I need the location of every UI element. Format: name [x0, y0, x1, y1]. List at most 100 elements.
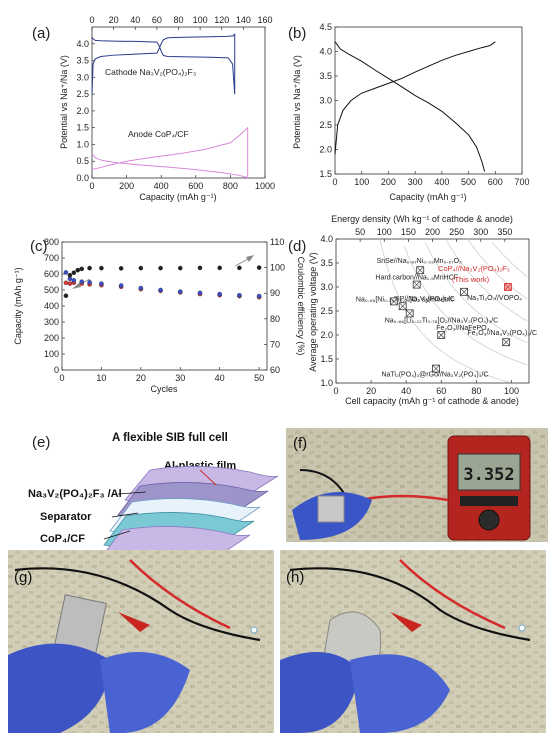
panel-a-xlabel: Capacity (mAh g⁻¹)	[139, 192, 216, 202]
point-coulombic-efficiency	[79, 266, 84, 272]
panel-d-ylabel: Average operating voltage (V)	[308, 252, 318, 371]
b-ytick-label: 1.5	[319, 169, 332, 179]
panel-e-cathode-label: Na₃V₂(PO₄)₂F₃ /Al	[28, 488, 122, 500]
a-xtick-label: 400	[154, 181, 169, 191]
multimeter-reading: 3.352	[463, 465, 514, 485]
point-discharge	[63, 280, 69, 286]
c-ytick-label: 300	[44, 317, 59, 327]
point-coulombic-efficiency	[197, 265, 203, 271]
point-discharge	[67, 281, 73, 286]
b-ytick-label: 4.0	[319, 47, 332, 57]
b-xtick-label: 100	[354, 177, 369, 187]
black-wire-h	[289, 567, 531, 642]
red-clip-h	[390, 612, 422, 632]
point-charge	[217, 291, 222, 297]
marker-cross	[406, 310, 413, 317]
black-wire-g	[14, 567, 261, 642]
a-xtick-label: 0	[89, 181, 94, 191]
panel-c: (c) Cycles Capacity (mAh g⁻¹) Coulombic …	[13, 237, 306, 394]
a-ytick-label: 1.5	[76, 123, 89, 133]
d-ytick-label: 2.0	[320, 330, 333, 340]
panel-a-ticks: 0 200 400 600 800 1000 0 20 40 60 80 100 120 140 160 0.…	[76, 15, 275, 191]
point-label: Na₃Ti₂O₇//VOPO₄	[467, 295, 522, 302]
panel-d-top-title: Energy density (Wh kg⁻¹ of cathode & ano…	[331, 214, 513, 224]
multimeter-dial	[478, 509, 500, 531]
d-top-tick-label: 250	[449, 227, 464, 237]
b-ytick-label: 2.0	[319, 145, 332, 155]
point-coulombic-efficiency	[71, 270, 77, 275]
black-lead	[299, 469, 346, 496]
point-charge	[138, 285, 144, 291]
point-charge	[237, 293, 242, 298]
a-top-xtick-label: 20	[109, 15, 119, 25]
panel-a-series	[91, 33, 249, 179]
d-top-tick-label: 350	[497, 227, 512, 237]
point-label: Fe₂O₃//NaFePO₄	[436, 325, 489, 332]
point-charge	[256, 293, 262, 299]
panel-e-separator-label: Separator	[40, 511, 92, 523]
b-ytick-label: 3.5	[319, 71, 332, 81]
iso-energy-curve	[491, 241, 528, 278]
point-charge	[87, 280, 92, 285]
b-ytick-label: 3.0	[319, 96, 332, 106]
panel-a-ylabel: Potential vs Na⁺/Na (V)	[59, 55, 69, 149]
point-label: Na₀.₆₆[Li₀.₂₂Ti₀.₇₈]O₂//Na₃V₂(PO₄)₃/C	[385, 317, 499, 324]
d-ytick-label: 4.0	[320, 234, 333, 244]
iso-energy-curve	[446, 240, 528, 322]
c-ytick-right-label: 60	[270, 365, 280, 375]
marker-cross	[417, 266, 424, 274]
point-label: NaTi₂(PO₄)₃@rGo//Na₃V₂(PO₄)₃/C	[381, 372, 488, 379]
panel-b-xlabel: Capacity (mAh g⁻¹)	[389, 192, 466, 202]
d-ytick-label: 1.5	[320, 354, 333, 364]
panel-c-arrowhead-left	[72, 283, 81, 289]
panel-g-letter: (g)	[14, 569, 32, 586]
d-top-tick-label: 50	[355, 227, 365, 237]
d-ytick-label: 3.5	[320, 258, 333, 268]
led-h	[518, 624, 526, 632]
c-ytick-label: 200	[44, 333, 59, 343]
point-coulombic-efficiency	[87, 265, 92, 271]
point-coulombic-efficiency	[75, 267, 81, 273]
d-top-tick-label: 200	[425, 227, 440, 237]
point-label: Fe₂O₃//Na₃V₂(PO₄)₃/C	[467, 330, 537, 337]
panel-f-photo: 3.352 (f)	[286, 428, 548, 542]
a-ytick-label: 4.0	[76, 39, 89, 49]
series-cathode-line	[91, 33, 236, 95]
panel-d-this-work-label: CoP₄//Na₃V₂(PO₄)₂F₃	[438, 264, 510, 273]
d-xtick-label: 40	[401, 386, 411, 396]
a-ytick-label: 3.0	[76, 72, 89, 82]
c-ytick-label: 800	[44, 237, 59, 247]
a-top-xtick-label: 140	[236, 15, 251, 25]
a-top-xtick-label: 120	[214, 15, 229, 25]
b-xtick-label: 500	[461, 177, 476, 187]
b-xtick-label: 400	[434, 177, 449, 187]
d-ytick-label: 3.0	[320, 282, 333, 292]
panel-c-ylabel-right: Coulombic efficiency (%)	[296, 257, 306, 356]
a-top-xtick-label: 160	[257, 15, 272, 25]
red-wire-h	[399, 559, 506, 630]
point-coulombic-efficiency	[256, 265, 262, 270]
point-coulombic-efficiency	[118, 266, 124, 271]
gloved-hand-h-right	[350, 654, 450, 733]
b-ytick-label: 2.5	[319, 120, 332, 130]
a-top-xtick-label: 40	[130, 15, 140, 25]
point-coulombic-efficiency	[99, 265, 104, 271]
panel-c-series	[63, 265, 262, 300]
panel-b-frame	[334, 26, 523, 175]
marker-cross	[504, 283, 512, 291]
point-coulombic-efficiency	[158, 265, 163, 271]
marker-cross	[399, 302, 406, 310]
a-ytick-label: 1.0	[76, 139, 89, 149]
cathode-pointer	[117, 491, 147, 495]
point-label: Hard carbon//Na₁.₉MnHCF	[375, 275, 458, 282]
panel-a: (a) Capacity (mAh g⁻¹) Potential vs Na⁺/…	[32, 15, 275, 202]
panel-g-photo: (g)	[8, 550, 274, 733]
panel-b-letter: (b)	[288, 25, 306, 42]
point-charge	[158, 287, 163, 293]
point-coulombic-efficiency	[217, 265, 222, 271]
marker-cross	[438, 331, 445, 339]
panel-a-anode-label: Anode CoP₄/CF	[128, 129, 189, 139]
iso-energy-curve	[404, 246, 528, 366]
